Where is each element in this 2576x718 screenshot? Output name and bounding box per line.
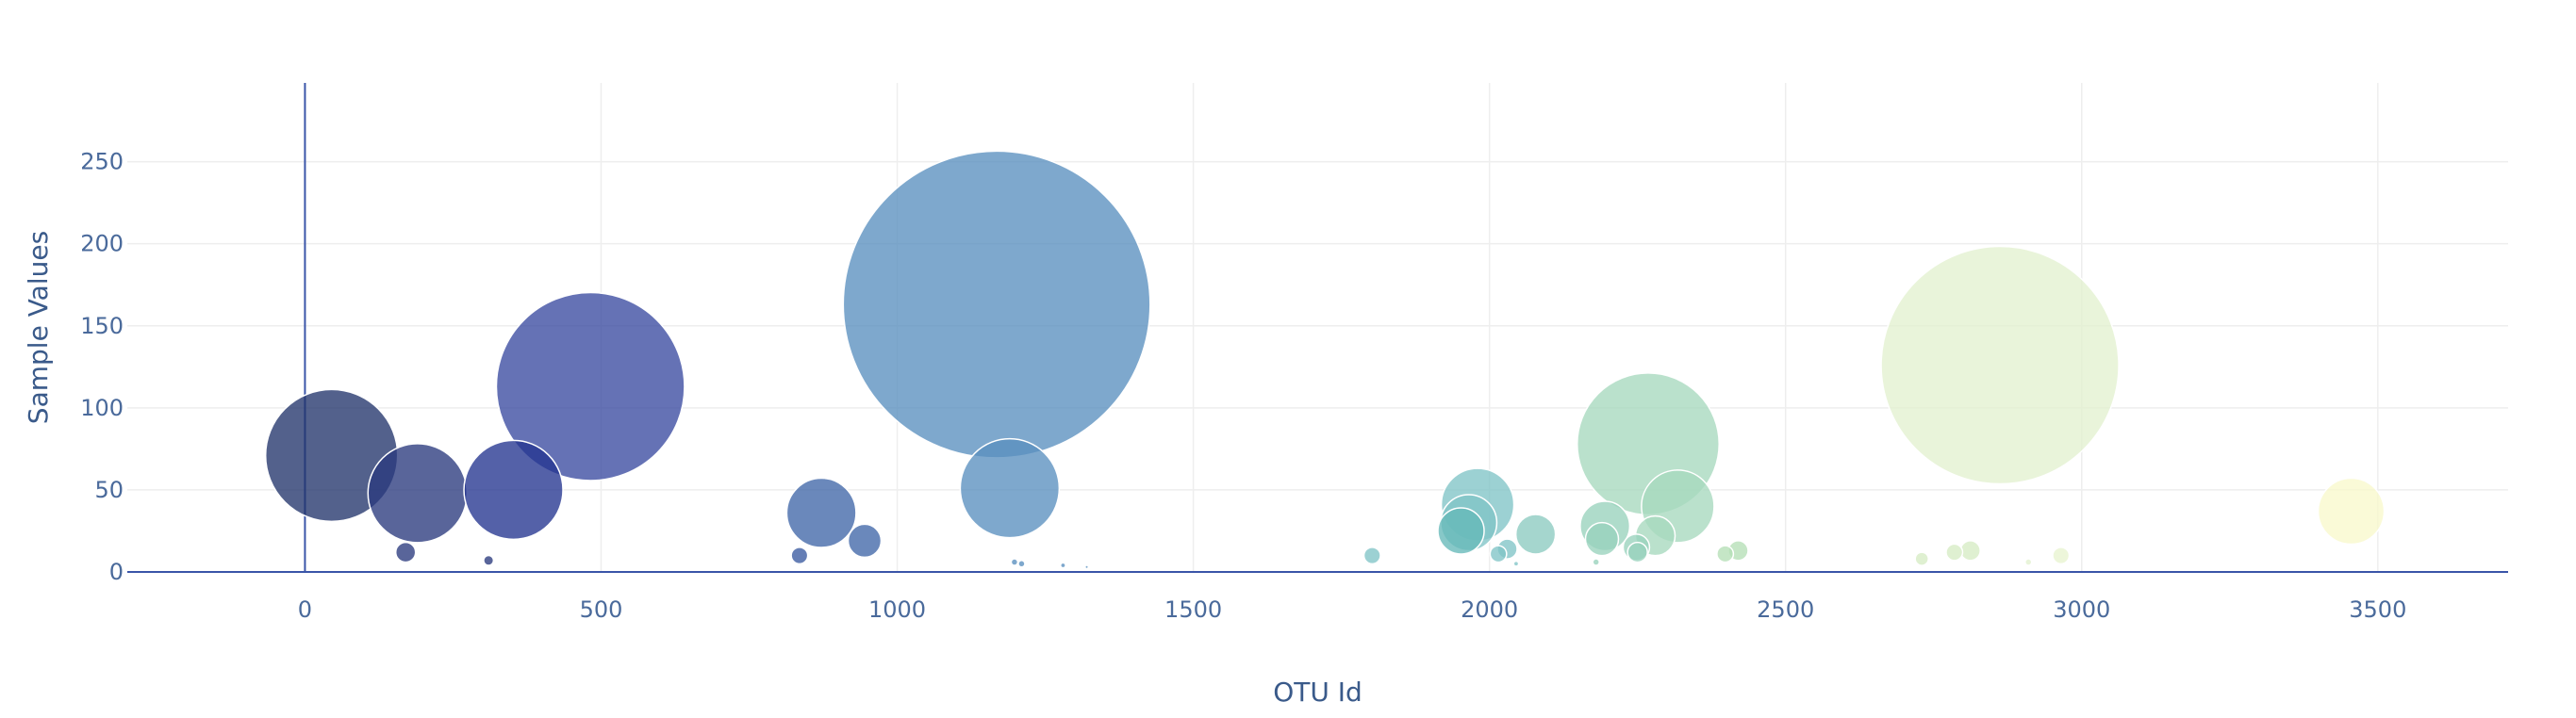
y-axis-title: Sample Values (23, 231, 54, 424)
bubble-point[interactable] (1060, 562, 1066, 569)
y-tick-label: 150 (80, 313, 124, 339)
y-tick-label: 200 (80, 231, 124, 257)
bubble-point[interactable] (1512, 560, 1520, 567)
y-tick-label: 0 (109, 559, 124, 585)
x-tick-label: 1500 (1164, 596, 1222, 623)
bubble-point[interactable] (959, 437, 1061, 539)
bubble-point[interactable] (1010, 558, 1019, 566)
bubble-point[interactable] (1017, 560, 1026, 568)
bubble-series (264, 150, 2386, 570)
tick-labels: 0 500 1000 1500 2000 2500 3000 3500 0 50 100 150 200… (80, 149, 2406, 623)
bubble-point[interactable] (1880, 245, 2120, 485)
y-tick-label: 250 (80, 149, 124, 175)
bubble-point[interactable] (2023, 558, 2033, 566)
bubble-point[interactable] (1945, 543, 1964, 562)
bubble-point[interactable] (1362, 547, 1381, 565)
x-tick-label: 3000 (2053, 596, 2110, 623)
x-tick-label: 3500 (2349, 596, 2406, 623)
x-tick-label: 2500 (1757, 596, 1814, 623)
bubble-point[interactable] (785, 477, 857, 548)
bubble-point[interactable] (1914, 551, 1929, 566)
x-axis-title: OTU Id (1273, 677, 1362, 708)
x-tick-label: 0 (298, 596, 312, 623)
y-tick-label: 50 (94, 477, 124, 503)
x-tick-label: 2000 (1461, 596, 1518, 623)
bubble-point[interactable] (847, 523, 883, 559)
bubble-point[interactable] (1084, 564, 1090, 570)
x-tick-label: 500 (580, 596, 623, 623)
bubble-point[interactable] (1716, 545, 1735, 563)
bubble-point[interactable] (2317, 477, 2386, 546)
bubble-point[interactable] (1592, 558, 1600, 566)
bubble-point[interactable] (495, 291, 685, 481)
bubble-point[interactable] (790, 547, 809, 565)
bubble-point[interactable] (463, 439, 564, 541)
bubble-point[interactable] (2052, 547, 2071, 565)
bubble-point[interactable] (1584, 521, 1620, 557)
bubble-point[interactable] (394, 541, 417, 563)
x-tick-label: 1000 (868, 596, 926, 623)
bubble-point[interactable] (1489, 545, 1508, 563)
bubble-point[interactable] (483, 554, 495, 566)
bubble-point[interactable] (1437, 507, 1485, 555)
bubble-point[interactable] (1627, 541, 1648, 563)
bubble-point[interactable] (367, 443, 469, 544)
y-tick-label: 100 (80, 395, 124, 421)
bubble-point[interactable] (842, 150, 1151, 459)
bubble-point[interactable] (1959, 540, 1981, 562)
bubble-point[interactable] (1514, 514, 1557, 555)
